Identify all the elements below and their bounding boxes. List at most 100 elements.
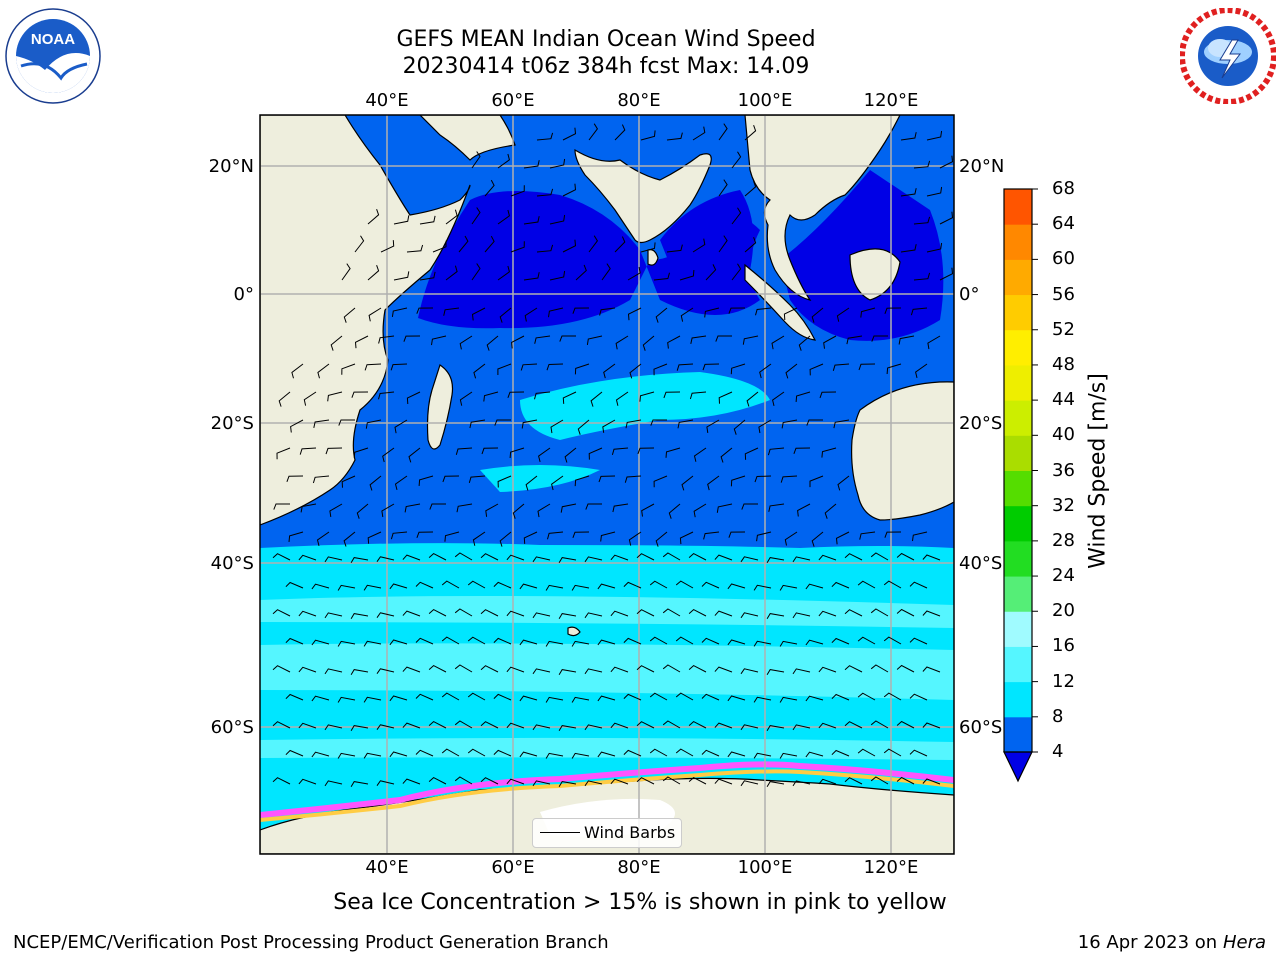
colorbar-segment — [1004, 505, 1032, 542]
wind-barb — [744, 447, 759, 460]
wind-barb — [805, 583, 824, 590]
wind-barb — [512, 503, 525, 519]
wind-barb — [473, 363, 486, 379]
colorbar-segment — [1004, 329, 1032, 366]
wind-barb — [378, 391, 395, 400]
wind-barb — [679, 269, 695, 281]
wind-barb — [350, 725, 369, 731]
wind-barb — [653, 475, 668, 488]
wind-barb — [341, 263, 351, 281]
colorbar-tick-label: 48 — [1052, 353, 1075, 375]
wind-barb — [792, 668, 811, 675]
wind-barb — [523, 160, 540, 169]
wind-barb-line-icon — [540, 832, 580, 833]
wind-barb — [584, 780, 603, 787]
wind-barb — [718, 123, 728, 141]
wind-barb — [562, 127, 577, 141]
wind-barb — [338, 419, 355, 426]
lon-label: 40°E — [365, 857, 408, 878]
wind-barb — [532, 556, 551, 563]
wind-barb — [486, 335, 499, 351]
wind-barb — [649, 692, 668, 701]
wind-barb — [599, 307, 616, 316]
wind-barb — [636, 553, 655, 561]
wind-barb — [857, 692, 876, 701]
wind-barb — [653, 272, 670, 281]
wind-barb — [744, 125, 757, 141]
wind-barb — [610, 666, 629, 673]
wind-barb — [376, 612, 395, 618]
wind-barb — [676, 363, 694, 371]
wind-barb — [506, 778, 525, 785]
wind-barb — [285, 581, 304, 589]
wind-barb — [493, 637, 512, 645]
wind-barb — [402, 722, 421, 729]
map-frame — [259, 114, 955, 855]
wind-barb — [926, 186, 943, 197]
wind-barb — [432, 240, 447, 253]
wind-barb — [376, 780, 395, 786]
wind-barb — [727, 639, 746, 646]
wind-barb — [665, 447, 681, 458]
wind-barb — [353, 447, 369, 459]
right-lat-labels: 20°N 0° 20°S 40°S 60°S — [959, 156, 1004, 738]
wind-barb — [444, 531, 460, 542]
wind-barb — [740, 668, 759, 675]
wind-barb — [391, 307, 408, 317]
wind-barb — [365, 419, 382, 429]
bottom-lon-labels: 40°E 60°E 80°E 100°E 120°E — [365, 857, 918, 878]
wind-barb — [390, 363, 408, 371]
wind-barb — [506, 666, 525, 673]
colorbar-segment — [1004, 400, 1032, 436]
wind-barb — [898, 335, 915, 345]
wind-barb — [547, 531, 564, 540]
wind-barb — [835, 531, 850, 545]
wind-barb — [640, 242, 656, 253]
wind-barb — [367, 531, 382, 544]
nws-logo-icon — [1180, 8, 1276, 104]
wind-barb — [415, 581, 434, 589]
wind-barb — [350, 613, 369, 619]
wind-barb — [662, 664, 681, 673]
wind-barb — [870, 608, 889, 617]
lat-label: 20°N — [959, 156, 1004, 177]
wind-barb — [523, 531, 538, 544]
wind-barb — [692, 126, 706, 141]
wind-barb — [693, 503, 707, 518]
wind-barb — [666, 244, 683, 253]
colorbar-segment — [1004, 646, 1032, 683]
wind-barb — [939, 211, 954, 225]
wind-barb — [718, 235, 728, 253]
wind-barb — [389, 751, 408, 758]
wind-barb — [558, 613, 577, 619]
wind-barb — [715, 335, 732, 342]
wind-barb — [688, 776, 707, 785]
wind-barb — [766, 557, 785, 563]
wind-barb — [390, 531, 408, 540]
wind-barb — [783, 307, 798, 321]
colorbar-under-arrow — [1003, 751, 1033, 783]
wind-barb — [597, 639, 616, 646]
wind-barb — [662, 776, 681, 785]
colorbar-tick-label: 40 — [1052, 424, 1075, 446]
wind-barb — [536, 244, 554, 253]
wind-barb-legend: Wind Barbs — [532, 818, 682, 848]
wind-barb — [675, 636, 694, 645]
lon-label: 40°E — [365, 90, 408, 111]
wind-barb — [623, 581, 642, 589]
wind-barb — [716, 503, 733, 513]
wind-barb — [356, 503, 369, 519]
chart-subtitle: 20230414 t06z 384h fcst Max: 14.09 — [402, 54, 810, 79]
wind-barb — [704, 307, 720, 318]
wind-barb — [926, 130, 943, 141]
wind-barb — [456, 503, 473, 513]
wind-barb — [600, 531, 616, 542]
wind-barb — [428, 552, 447, 561]
wind-barb — [909, 693, 928, 701]
colorbar-frame — [1003, 188, 1033, 753]
wind-barb — [871, 335, 888, 342]
wind-barb — [467, 636, 486, 645]
wind-barb — [354, 235, 365, 253]
wind-barb — [327, 391, 343, 402]
lat-label: 60°S — [211, 717, 254, 738]
